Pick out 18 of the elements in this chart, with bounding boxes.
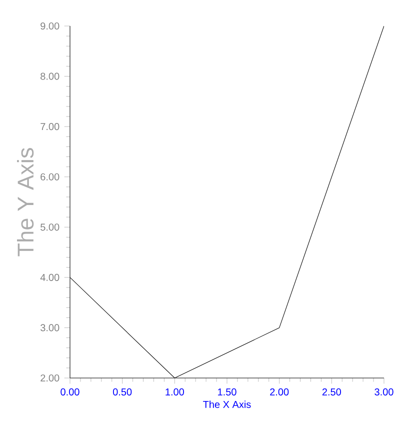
x-tick-label: 1.00 (166, 388, 184, 396)
line-series (70, 26, 384, 378)
y-axis-title: The Y Axis (17, 148, 34, 256)
x-tick-label: 3.00 (374, 388, 394, 396)
y-tick-label: 8.00 (40, 72, 60, 80)
x-tick-label: 1.50 (218, 388, 236, 396)
y-tick-label: 4.00 (40, 274, 60, 281)
y-tick-label: 6.00 (40, 173, 60, 180)
y-tick-label: 2.00 (40, 374, 60, 382)
x-tick-label: 0.50 (112, 388, 132, 396)
y-tick-label: 5.00 (40, 224, 60, 231)
x-axis-title: The X Axis (203, 400, 251, 408)
y-tick-label: 7.00 (40, 123, 60, 130)
x-tick-label: 2.50 (322, 388, 341, 396)
x-tick-label: 0.00 (60, 388, 80, 396)
x-tick-label: 2.00 (270, 388, 289, 396)
y-tick-label: 3.00 (40, 324, 60, 332)
y-tick-label: 9.00 (40, 22, 60, 30)
